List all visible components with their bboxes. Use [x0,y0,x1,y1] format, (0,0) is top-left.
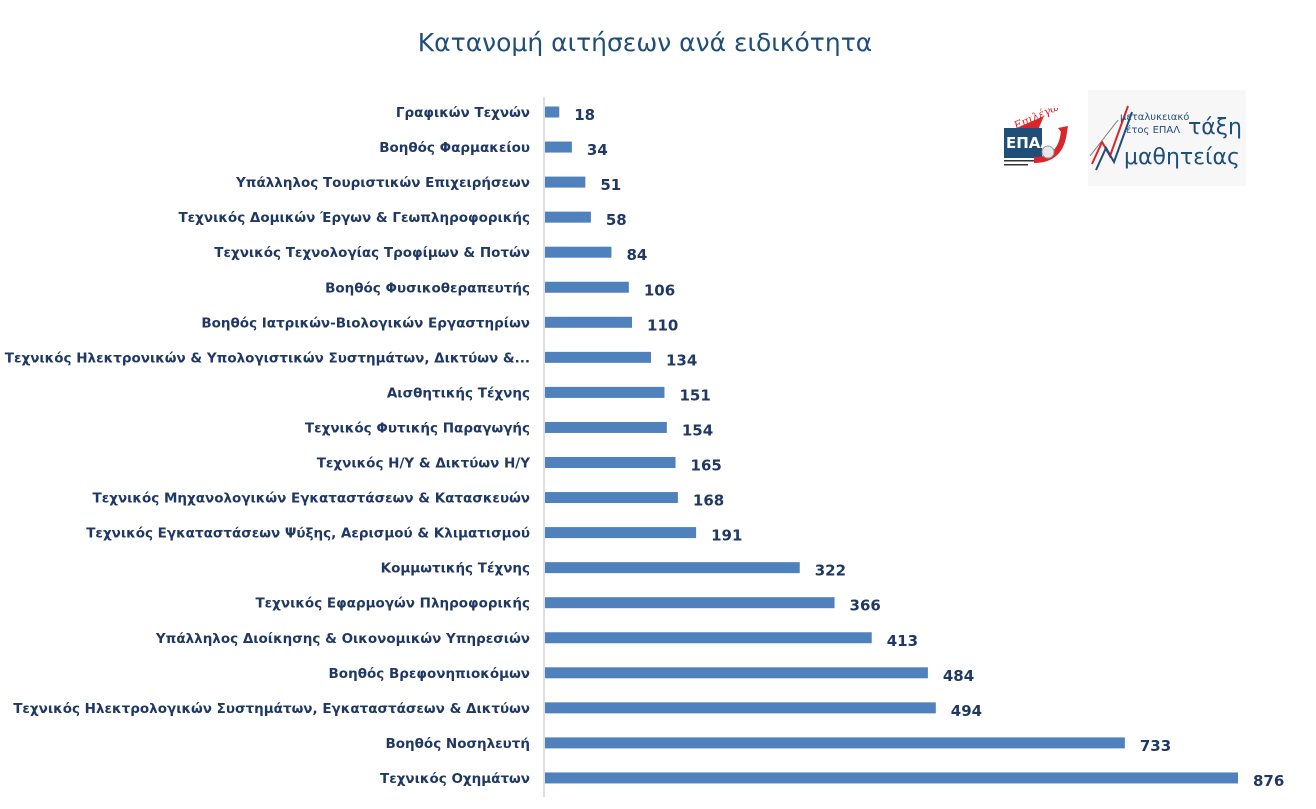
chart-title: Κατανομή αιτήσεων ανά ειδικότητα [417,28,873,57]
category-label: Υπάλληλος Τουριστικών Επιχειρήσεων [235,175,530,191]
bar [545,632,872,644]
category-label: Τεχνικός Ηλεκτρονικών & Υπολογιστικών Συ… [5,350,530,366]
bar [545,492,678,504]
data-label: 151 [679,386,710,404]
category-label: Τεχνικός Δομικών Έργων & Γεωπληροφορικής [178,210,530,226]
mathiteia-logo-line1: μεταλυκειακό [1120,111,1189,123]
bar [545,527,697,539]
bar [545,351,652,363]
bar [545,141,572,153]
bar [545,562,800,574]
bar [545,421,667,433]
bar [545,667,928,679]
category-label: Τεχνικός Εγκαταστάσεων Ψύξης, Αερισμού &… [86,526,530,542]
category-label: Κομμωτικής Τέχνης [381,561,530,577]
category-label: Υπάλληλος Διοίκησης & Οικονομικών Υπηρεσ… [155,631,530,647]
data-label: 106 [644,281,675,299]
category-label: Βοηθός Ιατρικών-Βιολογικών Εργαστηρίων [201,315,530,331]
data-label: 51 [600,176,621,194]
mathiteia-logo-line4: μαθητείας [1124,145,1240,170]
category-label: Τεχνικός Μηχανολογικών Εγκαταστάσεων & Κ… [93,491,530,507]
data-label: 165 [691,457,722,475]
bar [545,106,560,118]
bar [545,281,629,293]
data-label: 134 [666,351,697,369]
data-label: 366 [850,597,881,615]
bar [545,457,676,468]
category-label: Αισθητικής Τέχνης [387,385,530,401]
epal-logo: Επιλέγω ΕΠΑΛ [998,100,1072,174]
category-label: Τεχνικός Εφαρμογών Πληροφορικής [255,596,530,612]
bar [545,772,1238,784]
epal-logo-main-text: ΕΠΑΛ [1006,134,1052,152]
data-label: 484 [943,667,974,685]
bar [545,386,665,398]
bar [545,176,586,188]
mathiteia-logo-line2: έτος ΕΠΑΛ [1126,124,1180,136]
bar [545,246,612,258]
category-label: Βοηθός Νοσηλευτή [385,736,530,752]
category-label: Γραφικών Τεχνών [396,105,530,121]
data-label: 413 [887,632,918,650]
category-label: Βοηθός Φυσικοθεραπευτής [325,280,530,296]
mathiteia-logo-line3: τάξη [1188,115,1242,140]
bar [545,702,936,714]
category-label: Τεχνικός Τεχνολογίας Τροφίμων & Ποτών [214,245,530,261]
category-label: Βοηθός Βρεφονηπιοκόμων [329,666,530,682]
bar [545,737,1125,749]
data-label: 34 [587,141,608,159]
data-label: 18 [574,106,595,124]
data-label: 110 [647,316,678,334]
data-label: 876 [1253,772,1284,790]
data-label: 322 [815,562,846,580]
category-label: Τεχνικός Η/Υ & Δικτύων Η/Υ [317,456,531,472]
category-label: Τεχνικός Οχημάτων [380,771,530,787]
bars-layer: Γραφικών Τεχνών 18 Βοηθός Φαρμακείου 34 Υπάλ… [5,105,1285,790]
bar [545,316,633,328]
data-label: 191 [711,527,742,545]
bar [545,211,591,223]
data-label: 733 [1140,737,1171,755]
data-label: 494 [951,702,982,720]
data-label: 154 [682,421,713,439]
data-label: 168 [693,492,724,510]
category-label: Τεχνικός Φυτικής Παραγωγής [305,420,530,436]
mathiteia-logo: μεταλυκειακό έτος ΕΠΑΛ τάξη μαθητείας [1088,90,1246,186]
bar [545,597,835,609]
category-label: Τεχνικός Ηλεκτρολογικών Συστημάτων, Εγκα… [13,701,530,717]
category-label: Βοηθός Φαρμακείου [379,140,530,156]
data-label: 84 [626,246,647,264]
data-label: 58 [606,211,627,229]
